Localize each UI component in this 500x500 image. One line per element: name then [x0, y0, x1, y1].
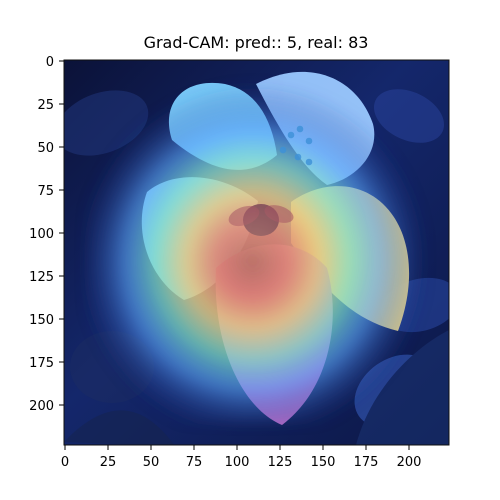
svg-text:100: 100	[225, 455, 250, 470]
y-tick: 175	[29, 356, 64, 371]
y-tick: 200	[29, 399, 64, 414]
x-tick: 75	[186, 445, 203, 470]
svg-text:50: 50	[37, 141, 54, 156]
x-tick: 200	[397, 445, 422, 470]
y-tick: 125	[29, 270, 64, 285]
y-tick: 50	[37, 141, 64, 156]
y-axis: 0 25 50 75 100 125 150 175 200	[29, 55, 64, 414]
x-axis: 0 25 50 75 100 125 150 175 200	[61, 445, 422, 470]
x-tick: 150	[311, 445, 336, 470]
x-tick: 25	[100, 445, 117, 470]
svg-text:0: 0	[46, 55, 54, 70]
svg-text:175: 175	[29, 356, 54, 371]
svg-text:0: 0	[61, 455, 69, 470]
svg-text:200: 200	[397, 455, 422, 470]
x-tick: 50	[143, 445, 160, 470]
y-tick: 75	[37, 184, 64, 199]
svg-text:150: 150	[311, 455, 336, 470]
flower-highlights	[160, 125, 350, 355]
svg-text:25: 25	[100, 455, 117, 470]
svg-text:150: 150	[29, 313, 54, 328]
y-tick: 100	[29, 227, 64, 242]
svg-text:200: 200	[29, 399, 54, 414]
svg-text:100: 100	[29, 227, 54, 242]
plot-frame	[63, 59, 450, 446]
y-tick: 150	[29, 313, 64, 328]
x-tick: 175	[354, 445, 379, 470]
svg-text:25: 25	[37, 98, 54, 113]
svg-text:75: 75	[37, 184, 54, 199]
y-tick: 25	[37, 98, 64, 113]
x-tick: 125	[268, 445, 293, 470]
x-tick: 100	[225, 445, 250, 470]
svg-text:175: 175	[354, 455, 379, 470]
svg-text:50: 50	[143, 455, 160, 470]
svg-text:125: 125	[268, 455, 293, 470]
x-tick: 0	[61, 445, 69, 470]
svg-text:75: 75	[186, 455, 203, 470]
y-tick: 0	[46, 55, 64, 70]
svg-text:125: 125	[29, 270, 54, 285]
plot-title: Grad-CAM: pred:: 5, real: 83	[143, 33, 369, 52]
